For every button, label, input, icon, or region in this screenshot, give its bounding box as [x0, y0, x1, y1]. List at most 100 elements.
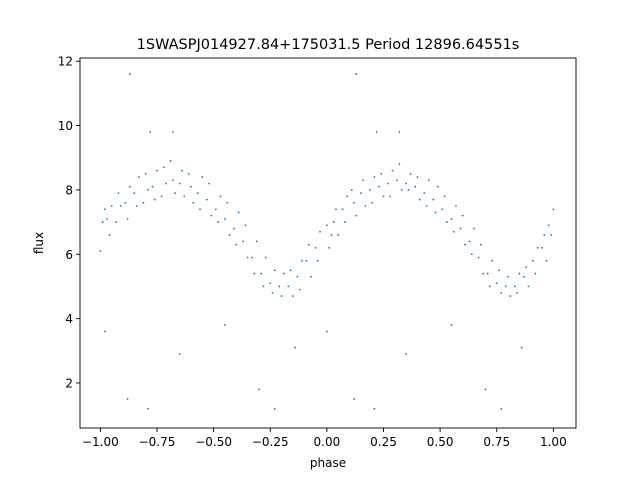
- data-point: [523, 275, 525, 278]
- data-point: [373, 176, 376, 178]
- data-point: [371, 201, 374, 204]
- data-point: [541, 246, 543, 249]
- data-point: [144, 172, 147, 175]
- data-point: [205, 198, 208, 201]
- data-point: [328, 246, 331, 249]
- data-point: [169, 160, 172, 162]
- data-point: [355, 73, 358, 75]
- data-point: [316, 259, 319, 262]
- data-point: [199, 208, 201, 211]
- data-point: [278, 285, 281, 288]
- data-point: [550, 234, 552, 236]
- data-point: [269, 282, 272, 285]
- data-point: [181, 169, 183, 172]
- data-point: [235, 243, 238, 246]
- data-point: [219, 195, 222, 198]
- data-point: [171, 131, 174, 133]
- data-point: [224, 217, 226, 220]
- data-point: [104, 330, 106, 333]
- data-point: [171, 179, 174, 182]
- data-point: [536, 246, 539, 249]
- data-point: [362, 179, 365, 182]
- x-axis: −1.00 −0.75 −0.50 −0.25 0.00 0.25 0.50 0.75 1.00: [82, 428, 567, 449]
- plot-frame: [79, 57, 577, 429]
- data-point: [382, 195, 385, 198]
- data-point: [178, 353, 181, 355]
- data-point: [407, 189, 410, 191]
- data-point: [477, 256, 480, 259]
- data-point: [330, 234, 333, 236]
- data-point: [149, 131, 152, 133]
- data-point: [319, 230, 321, 233]
- data-point: [128, 185, 131, 188]
- data-point: [452, 230, 455, 233]
- data-point: [513, 285, 516, 288]
- data-point: [414, 185, 417, 188]
- data-point: [516, 291, 519, 294]
- y-tick-label: 4: [65, 312, 73, 326]
- data-point: [400, 189, 403, 191]
- data-point: [294, 346, 297, 349]
- chart-title: 1SWASPJ014927.84+175031.5 Period 12896.6…: [137, 37, 520, 53]
- x-tick-label: −0.75: [139, 435, 176, 449]
- data-point: [325, 224, 328, 227]
- data-point: [282, 272, 285, 275]
- data-point: [174, 192, 177, 195]
- data-point: [104, 208, 106, 211]
- data-point: [389, 195, 392, 198]
- data-point: [291, 295, 294, 297]
- data-point: [153, 198, 156, 201]
- data-point: [468, 240, 471, 243]
- data-point: [443, 195, 446, 198]
- data-point: [128, 73, 131, 75]
- data-point: [479, 243, 482, 246]
- data-point: [137, 176, 140, 178]
- data-point: [405, 353, 408, 355]
- data-point: [196, 192, 199, 195]
- data-point: [147, 189, 149, 191]
- data-point: [446, 221, 448, 223]
- data-point: [210, 214, 213, 217]
- data-point: [301, 259, 303, 262]
- x-tick-label: −0.50: [195, 435, 232, 449]
- data-point: [201, 176, 204, 178]
- data-point: [255, 240, 258, 243]
- data-point: [115, 221, 118, 223]
- data-point: [470, 253, 473, 256]
- data-point: [364, 205, 367, 207]
- data-point: [160, 195, 163, 198]
- data-point: [461, 214, 464, 217]
- data-point: [486, 272, 489, 275]
- data-point: [262, 285, 265, 288]
- data-point: [244, 224, 247, 227]
- data-point: [434, 211, 437, 214]
- data-point: [233, 227, 235, 230]
- data-point: [464, 243, 466, 246]
- data-point: [525, 266, 528, 269]
- data-point: [398, 131, 401, 133]
- data-point: [418, 198, 421, 201]
- data-point: [359, 192, 362, 195]
- data-point: [224, 324, 226, 326]
- x-tick-label: −1.00: [82, 435, 119, 449]
- data-point: [350, 189, 353, 191]
- data-point: [258, 388, 260, 391]
- data-point: [108, 234, 111, 236]
- data-point: [253, 272, 256, 275]
- data-point: [500, 407, 503, 410]
- data-point: [133, 192, 136, 195]
- data-point: [289, 269, 292, 272]
- data-point: [287, 285, 290, 288]
- data-point: [126, 217, 129, 220]
- data-point: [142, 201, 145, 204]
- data-point: [190, 185, 192, 188]
- data-point: [353, 398, 355, 400]
- y-tick-label: 2: [65, 376, 73, 390]
- data-point: [391, 169, 394, 172]
- data-point: [162, 166, 165, 169]
- data-point: [373, 407, 376, 410]
- data-point: [264, 256, 267, 259]
- data-point: [260, 272, 263, 275]
- data-point: [527, 285, 530, 288]
